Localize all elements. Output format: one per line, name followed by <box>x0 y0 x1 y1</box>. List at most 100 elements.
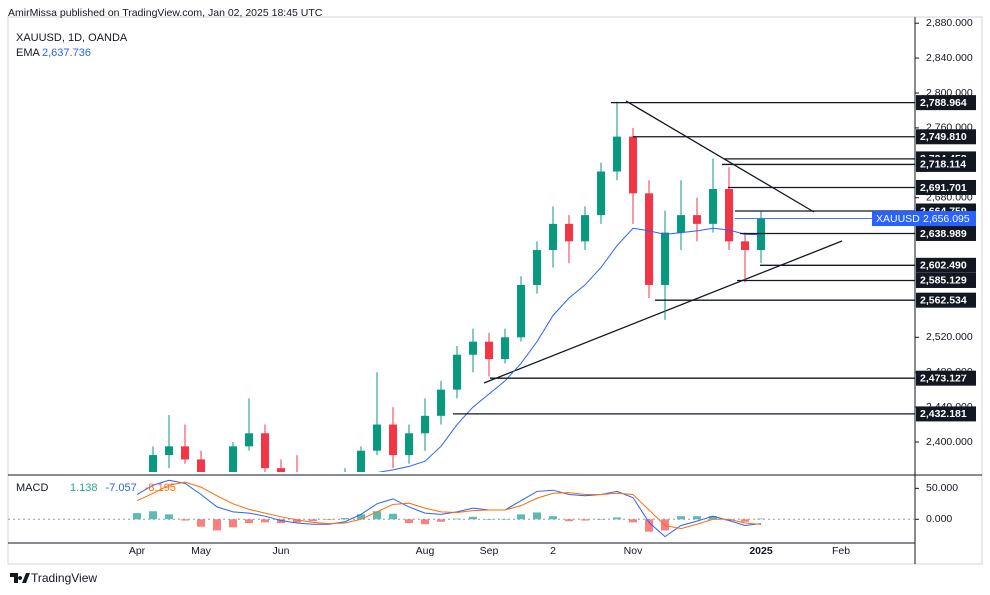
candle-body <box>373 424 381 451</box>
candle-body <box>149 455 157 472</box>
candle-body <box>645 193 653 285</box>
level-label-box <box>916 406 976 422</box>
candle-body <box>517 284 525 338</box>
macd-histogram-bar <box>565 519 573 522</box>
level-label: 2,585.129 <box>920 275 967 287</box>
candle-body <box>469 341 477 355</box>
trend-line <box>483 240 843 384</box>
level-label-box <box>916 179 976 195</box>
y-tick-label: 2,400.000 <box>926 436 973 448</box>
candle-body <box>677 215 685 233</box>
candle-body <box>485 341 493 360</box>
price-pane <box>149 100 843 472</box>
candle-body <box>741 241 749 251</box>
macd-histogram-bar <box>725 519 733 521</box>
candle-body <box>261 433 269 469</box>
level-label-box <box>916 257 976 273</box>
candle-body <box>357 450 365 472</box>
candle-body <box>165 446 173 456</box>
candle-body <box>629 136 637 194</box>
level-label: 2,788.964 <box>920 97 967 109</box>
level-label-box <box>916 95 976 111</box>
candle-body <box>245 433 253 447</box>
candle-body <box>197 459 205 472</box>
macd-line <box>136 481 762 530</box>
macd-histogram-bar <box>629 519 637 523</box>
candle-body <box>181 446 189 460</box>
candle-body <box>453 354 461 390</box>
macd-histogram-bar <box>405 519 413 523</box>
macd-histogram-bar <box>741 519 749 522</box>
x-tick-label: 2 <box>550 545 556 557</box>
level-label: 2,638.989 <box>920 228 967 240</box>
x-tick-label: Sep <box>480 545 499 557</box>
y-tick-label: 2,760.000 <box>926 122 973 134</box>
candle-body <box>597 171 605 216</box>
macd-histogram-bar <box>581 519 589 521</box>
candle-body <box>533 250 541 285</box>
macd-histogram-bar <box>245 519 253 523</box>
level-label: 2,473.127 <box>920 372 967 384</box>
y-tick-label: 2,840.000 <box>926 52 973 64</box>
candle-body <box>709 188 717 224</box>
macd-histogram-bar <box>213 519 221 531</box>
x-tick-label: Nov <box>624 545 643 557</box>
last-price-label: 2,656.095 <box>923 213 970 225</box>
candle-body <box>389 424 397 456</box>
macd-histogram-bar <box>309 519 317 522</box>
macd-tick-label: 0.000 <box>926 513 952 525</box>
level-label-box <box>916 129 976 145</box>
level-label: 2,718.114 <box>920 159 966 171</box>
level-label: 2,602.490 <box>920 260 967 272</box>
level-label: 2,691.701 <box>920 182 967 194</box>
macd-legend-value: -8.195 <box>145 482 176 494</box>
macd-histogram-bar <box>677 516 685 520</box>
level-label-box <box>916 292 976 308</box>
level-label: 2,749.810 <box>920 131 967 143</box>
ema-line <box>377 227 762 472</box>
macd-tick-label: 50.000 <box>926 482 958 494</box>
candle-body <box>661 232 669 285</box>
macd-histogram-bar <box>373 511 381 520</box>
candle-body <box>725 188 733 242</box>
x-tick-label: May <box>191 545 212 557</box>
y-tick-label: 2,520.000 <box>926 331 973 343</box>
frame <box>7 16 983 565</box>
publisher-note: AmirMissa published on TradingView.com, … <box>8 7 323 19</box>
macd-histogram-bar <box>149 511 157 520</box>
macd-histogram-bar <box>693 516 701 520</box>
macd-histogram-bar <box>293 519 301 523</box>
candle-body <box>421 415 429 434</box>
candle-body <box>229 446 237 472</box>
candle-body <box>693 215 701 224</box>
x-tick-label: 2025 <box>749 545 773 557</box>
macd-histogram-bar <box>421 519 429 525</box>
candle-body <box>405 433 413 456</box>
macd-histogram-bar <box>357 514 365 520</box>
y-tick-label: 2,480.000 <box>926 366 973 378</box>
y-tick-label: 2,440.000 <box>926 401 973 413</box>
level-label-box <box>916 225 976 241</box>
x-tick-label: Jun <box>273 545 290 557</box>
ema-legend-name: EMA <box>16 47 41 59</box>
macd-histogram-bar <box>181 519 189 521</box>
macd-histogram-bar <box>549 516 557 520</box>
x-tick-label: Aug <box>416 545 435 557</box>
macd-histogram-bar <box>133 513 141 520</box>
macd-histogram-bar <box>261 519 269 523</box>
overlay: 2,788.9642,749.8102,724.4532,718.1142,69… <box>42 22 976 520</box>
level-label-box <box>916 156 976 172</box>
last-price-box <box>872 211 976 227</box>
candle-body <box>581 215 589 242</box>
level-label: 2,432.181 <box>920 408 967 420</box>
last-price-symbol: XAUUSD <box>876 213 920 225</box>
y-tick-label: 2,880.000 <box>926 17 973 29</box>
macd-histogram-bar <box>757 518 765 520</box>
symbol-title: XAUUSD, 1D, OANDA <box>16 32 128 44</box>
x-tick-label: Apr <box>129 545 146 557</box>
level-label-box <box>916 272 976 288</box>
macd-legend-name: MACD <box>16 482 48 494</box>
candle-body <box>613 136 621 172</box>
